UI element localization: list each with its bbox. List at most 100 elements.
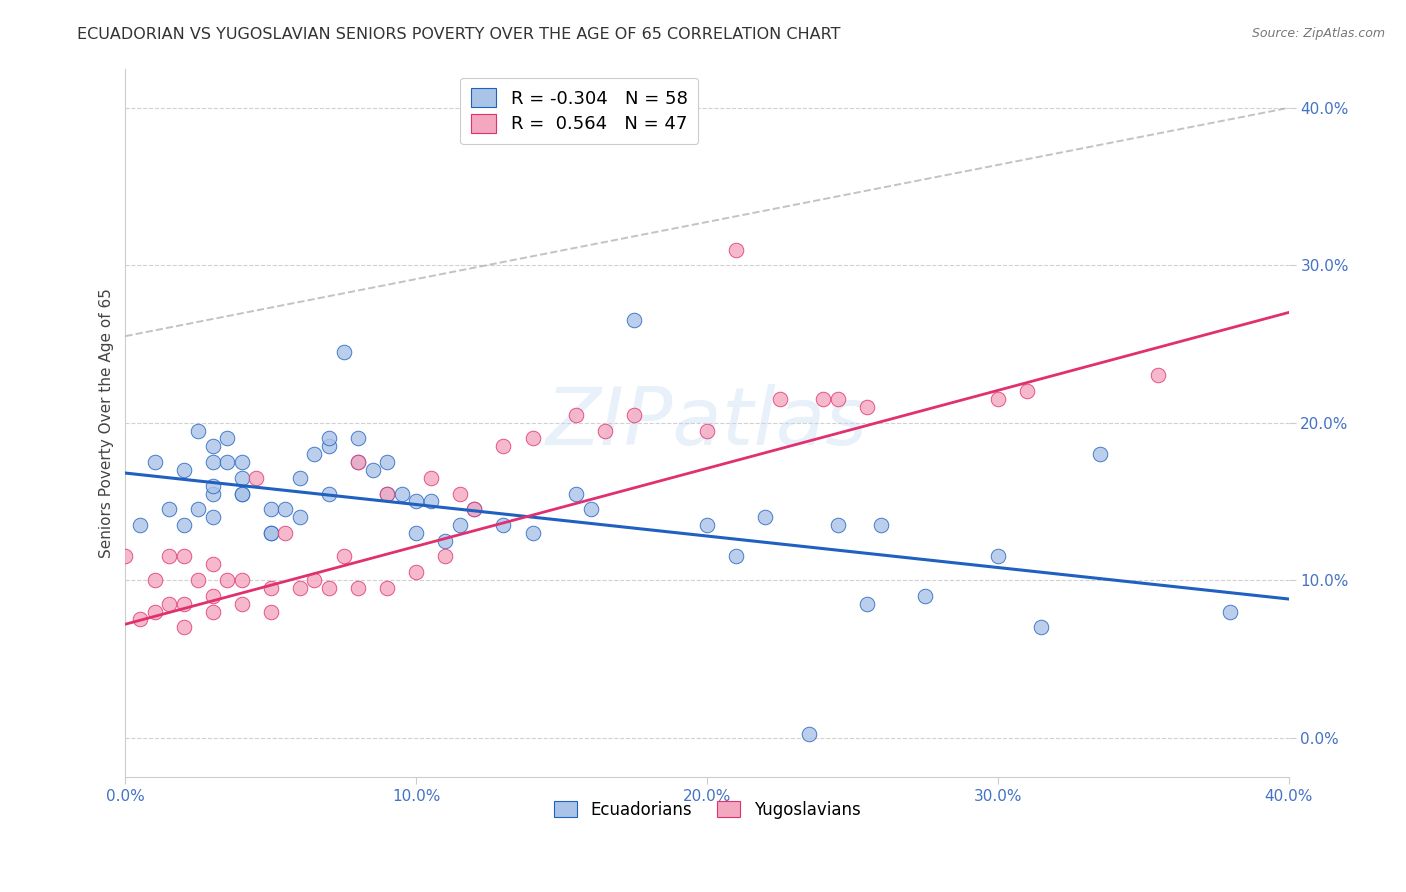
Text: ECUADORIAN VS YUGOSLAVIAN SENIORS POVERTY OVER THE AGE OF 65 CORRELATION CHART: ECUADORIAN VS YUGOSLAVIAN SENIORS POVERT… (77, 27, 841, 42)
Point (361, 463, 384, 477)
Point (114, 549, 136, 564)
Point (914, 589, 936, 603)
Point (231, 486, 253, 500)
Point (623, 408, 645, 422)
Point (347, 581, 370, 595)
Point (260, 605, 283, 619)
Point (288, 581, 311, 595)
Point (187, 424, 209, 438)
Point (201, 478, 224, 492)
Point (231, 486, 253, 500)
Point (260, 502, 283, 516)
Point (391, 486, 413, 500)
Point (1015, 384, 1038, 399)
Point (332, 549, 354, 564)
Point (157, 502, 180, 516)
Point (347, 455, 370, 469)
Legend: Ecuadorians, Yugoslavians: Ecuadorians, Yugoslavians (547, 794, 868, 825)
Point (173, 597, 195, 611)
Point (157, 549, 180, 564)
Point (827, 392, 849, 406)
Point (201, 455, 224, 469)
Y-axis label: Seniors Poverty Over the Age of 65: Seniors Poverty Over the Age of 65 (100, 288, 114, 558)
Point (231, 455, 253, 469)
Point (143, 573, 166, 587)
Point (260, 525, 283, 540)
Point (1219, 605, 1241, 619)
Point (318, 432, 340, 446)
Text: ZIPatlas: ZIPatlas (546, 384, 868, 462)
Point (245, 471, 267, 485)
Point (201, 486, 224, 500)
Point (129, 612, 152, 626)
Point (231, 573, 253, 587)
Point (434, 549, 457, 564)
Point (565, 408, 588, 422)
Point (217, 432, 239, 446)
Point (173, 549, 195, 564)
Point (375, 455, 398, 469)
Point (725, 549, 748, 564)
Point (463, 502, 485, 516)
Point (449, 518, 471, 533)
Point (492, 439, 515, 453)
Point (987, 549, 1010, 564)
Point (696, 424, 718, 438)
Point (129, 518, 152, 533)
Point (405, 566, 427, 580)
Point (304, 573, 326, 587)
Point (231, 597, 253, 611)
Point (725, 243, 748, 257)
Point (375, 486, 398, 500)
Point (201, 439, 224, 453)
Point (769, 392, 792, 406)
Point (201, 589, 224, 603)
Point (405, 525, 427, 540)
Point (332, 344, 354, 359)
Text: Source: ZipAtlas.com: Source: ZipAtlas.com (1251, 27, 1385, 40)
Point (173, 620, 195, 634)
Point (274, 525, 297, 540)
Point (143, 455, 166, 469)
Point (304, 447, 326, 461)
Point (157, 597, 180, 611)
Point (987, 392, 1010, 406)
Point (797, 727, 820, 741)
Point (1031, 620, 1053, 634)
Point (623, 313, 645, 327)
Point (813, 392, 835, 406)
Point (143, 605, 166, 619)
Point (347, 432, 370, 446)
Point (419, 471, 441, 485)
Point (201, 605, 224, 619)
Point (375, 486, 398, 500)
Point (173, 463, 195, 477)
Point (696, 518, 718, 533)
Point (288, 510, 311, 524)
Point (434, 533, 457, 548)
Point (856, 597, 879, 611)
Point (419, 494, 441, 508)
Point (522, 432, 544, 446)
Point (187, 573, 209, 587)
Point (231, 471, 253, 485)
Point (173, 518, 195, 533)
Point (449, 486, 471, 500)
Point (201, 510, 224, 524)
Point (405, 494, 427, 508)
Point (565, 486, 588, 500)
Point (201, 558, 224, 572)
Point (492, 518, 515, 533)
Point (463, 502, 485, 516)
Point (260, 581, 283, 595)
Point (318, 486, 340, 500)
Point (1146, 368, 1168, 383)
Point (522, 525, 544, 540)
Point (217, 455, 239, 469)
Point (318, 581, 340, 595)
Point (187, 502, 209, 516)
Point (288, 471, 311, 485)
Point (1088, 447, 1111, 461)
Point (260, 525, 283, 540)
Point (318, 439, 340, 453)
